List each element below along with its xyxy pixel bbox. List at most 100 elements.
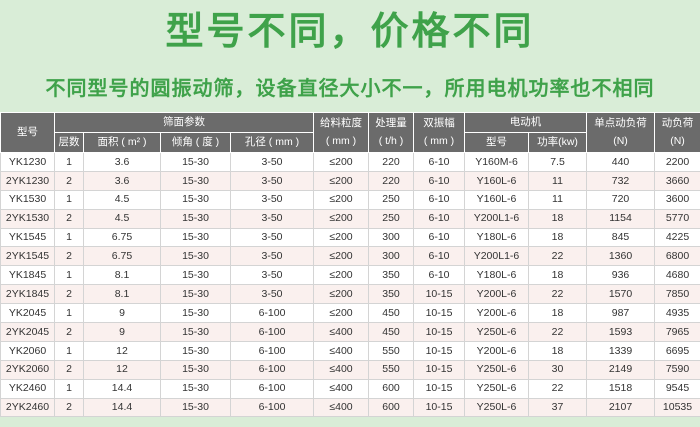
table-cell: ≤200 — [313, 189, 369, 210]
table-cell: YK1545 — [0, 227, 55, 248]
table-cell: Y250L-6 — [464, 397, 529, 418]
table-cell: 9545 — [654, 378, 700, 399]
spec-table: 型号 筛面参数 给料粒度 ( mm ) 处理量 ( t/h ) 双振幅 ( mm… — [0, 112, 700, 418]
table-cell: 15-30 — [160, 322, 231, 342]
table-cell: 220 — [368, 170, 414, 191]
table-cell: 350 — [368, 265, 414, 286]
table-cell: 10-15 — [413, 359, 465, 380]
table-cell: 15-30 — [160, 227, 231, 248]
table-cell: 15-30 — [160, 284, 231, 305]
table-cell: 12 — [83, 359, 161, 380]
table-cell: 732 — [586, 170, 655, 191]
table-cell: 9 — [83, 322, 161, 342]
table-cell: 7.5 — [528, 152, 587, 172]
header-screen-params-group: 筛面参数 — [54, 112, 314, 133]
table-cell: 3-50 — [230, 284, 314, 305]
table-cell: Y200L1-6 — [464, 246, 529, 267]
table-cell: ≤200 — [313, 152, 369, 172]
table-cell: 1 — [54, 265, 84, 286]
table-cell: 2 — [54, 284, 84, 305]
table-cell: 2 — [54, 208, 84, 229]
table-cell: 220 — [368, 152, 414, 172]
header-motor-model: 型号 — [464, 132, 529, 153]
table-cell: 15-30 — [160, 208, 231, 229]
table-cell: YK2045 — [0, 303, 55, 324]
table-cell: 14.4 — [83, 397, 161, 418]
table-cell: Y200L1-6 — [464, 208, 529, 229]
table-cell: 2YK1845 — [0, 284, 55, 305]
header-motor-group: 电动机 — [464, 112, 587, 133]
table-cell: ≤200 — [313, 227, 369, 248]
table-cell: ≤200 — [313, 246, 369, 267]
header-single-point-load: 单点动负荷 (N) — [586, 112, 655, 153]
table-cell: 6-10 — [413, 265, 465, 286]
table-cell: 22 — [528, 322, 587, 342]
table-cell: 6-10 — [413, 227, 465, 248]
table-cell: 6-10 — [413, 208, 465, 229]
table-cell: 600 — [368, 378, 414, 399]
header-dynamic-load: 动负荷 (N) — [654, 112, 700, 153]
table-cell: 440 — [586, 152, 655, 172]
table-cell: 22 — [528, 284, 587, 305]
table-cell: 9 — [83, 303, 161, 324]
spec-table-body: YK1230 1 3.6 15-30 3-50 ≤200 220 6-10 Y160M-6 7.5… — [0, 152, 700, 418]
table-row: YK2045 1 9 15-30 6-100 ≤200 450 10-15 Y200L-6 18 9… — [0, 303, 700, 324]
table-cell: 7965 — [654, 322, 700, 342]
table-cell: 1 — [54, 378, 84, 399]
table-cell: 6-100 — [230, 378, 314, 399]
table-row: 2YK1230 2 3.6 15-30 3-50 ≤200 220 6-10 Y160L-6 11… — [0, 170, 700, 191]
table-cell: 720 — [586, 189, 655, 210]
table-cell: 2YK2045 — [0, 322, 55, 342]
table-cell: 15-30 — [160, 303, 231, 324]
table-cell: 300 — [368, 246, 414, 267]
table-cell: 2YK1530 — [0, 208, 55, 229]
table-row: 2YK1530 2 4.5 15-30 3-50 ≤200 250 6-10 Y200L1-6 1… — [0, 208, 700, 229]
table-cell: Y160L-6 — [464, 170, 529, 191]
table-cell: ≤400 — [313, 378, 369, 399]
table-cell: ≤400 — [313, 359, 369, 380]
table-cell: 18 — [528, 265, 587, 286]
table-cell: 6-10 — [413, 189, 465, 210]
table-cell: 7850 — [654, 284, 700, 305]
table-cell: 450 — [368, 303, 414, 324]
table-cell: 6.75 — [83, 227, 161, 248]
table-cell: 15-30 — [160, 189, 231, 210]
table-cell: 1360 — [586, 246, 655, 267]
table-cell: 7590 — [654, 359, 700, 380]
table-cell: ≤200 — [313, 208, 369, 229]
table-cell: 6-10 — [413, 152, 465, 172]
table-cell: Y200L-6 — [464, 284, 529, 305]
table-cell: 2 — [54, 397, 84, 418]
table-cell: 550 — [368, 340, 414, 361]
header-double-amplitude: 双振幅 ( mm ) — [413, 112, 465, 153]
table-cell: 18 — [528, 303, 587, 324]
table-cell: 3-50 — [230, 152, 314, 172]
table-cell: 10-15 — [413, 378, 465, 399]
table-cell: 6-100 — [230, 322, 314, 342]
table-cell: ≤400 — [313, 397, 369, 418]
table-cell: 15-30 — [160, 359, 231, 380]
table-cell: 4935 — [654, 303, 700, 324]
header-incline: 倾角 ( 度 ) — [160, 132, 231, 153]
header-area: 面积 ( m² ) — [83, 132, 161, 153]
spec-table-header: 型号 筛面参数 给料粒度 ( mm ) 处理量 ( t/h ) 双振幅 ( mm… — [0, 112, 700, 153]
table-cell: 1339 — [586, 340, 655, 361]
table-cell: 250 — [368, 208, 414, 229]
header-aperture: 孔径 ( mm ) — [230, 132, 314, 153]
table-cell: 1 — [54, 303, 84, 324]
header-feed-size: 给料粒度 ( mm ) — [313, 112, 369, 153]
table-cell: 18 — [528, 208, 587, 229]
table-cell: 10-15 — [413, 397, 465, 418]
table-row: 2YK2460 2 14.4 15-30 6-100 ≤400 600 10-15 Y250L-… — [0, 397, 700, 418]
table-cell: 1 — [54, 152, 84, 172]
table-cell: 1 — [54, 340, 84, 361]
table-cell: 3-50 — [230, 227, 314, 248]
table-cell: 1 — [54, 189, 84, 210]
table-row: 2YK1545 2 6.75 15-30 3-50 ≤200 300 6-10 Y200L1-6… — [0, 246, 700, 267]
table-cell: YK1230 — [0, 152, 55, 172]
table-cell: 30 — [528, 359, 587, 380]
table-cell: 8.1 — [83, 284, 161, 305]
table-cell: 15-30 — [160, 397, 231, 418]
table-cell: Y200L-6 — [464, 303, 529, 324]
table-cell: 2 — [54, 359, 84, 380]
